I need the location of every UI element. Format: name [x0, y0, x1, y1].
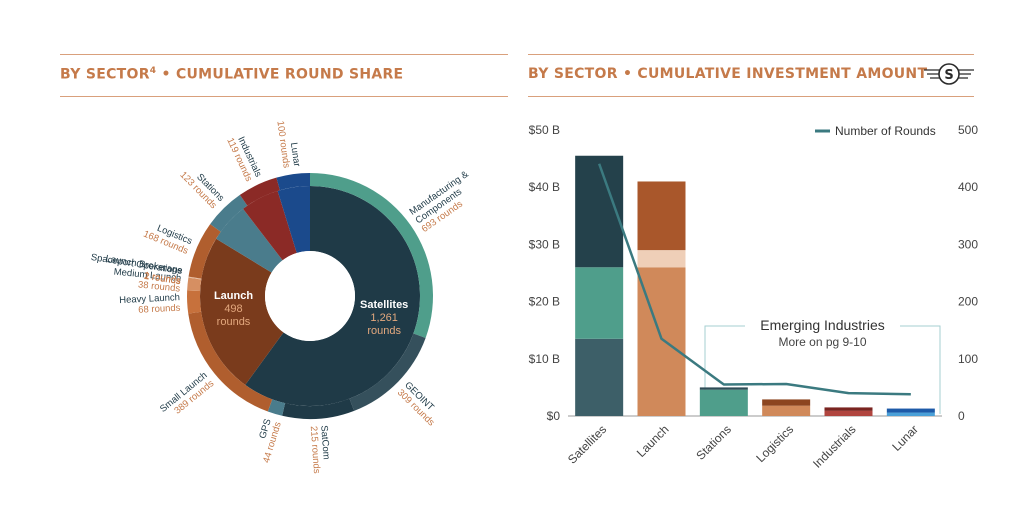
bar-stations-segment-1 — [699, 389, 748, 416]
outer-label-name: GPS — [257, 418, 273, 440]
bar-launch-segment-2 — [637, 250, 686, 268]
x-tick-label-logistics: Logistics — [753, 422, 796, 465]
outer-label-value: 215 rounds — [308, 426, 322, 474]
outer-label-value: 38 rounds — [137, 279, 180, 294]
y-tick-label: $10 B — [529, 352, 560, 366]
left-title-suffix: • CUMULATIVE ROUND SHARE — [156, 66, 404, 83]
outer-slice-satcom — [282, 398, 355, 419]
outer-slice-gps — [267, 399, 286, 416]
outer-slice-spaceport-operations — [188, 276, 202, 280]
left-panel-title: BY SECTOR4 • CUMULATIVE ROUND SHARE — [60, 66, 403, 83]
inner-label-satellites: Satellites 1,261 rounds — [360, 299, 408, 337]
x-tick-label-stations: Stations — [693, 422, 734, 463]
y2-tick-label: 500 — [958, 123, 978, 137]
left-top-rule — [60, 54, 508, 55]
outer-label-value: 68 rounds — [138, 303, 181, 316]
bar-logistics-segment-2 — [762, 399, 811, 406]
inner-label-unit: rounds — [367, 325, 401, 337]
outer-slice-lunar — [276, 173, 310, 191]
annotation-title: Emerging Industries — [760, 317, 885, 333]
y-tick-label: $30 B — [529, 237, 560, 251]
inner-slice-lunar — [277, 186, 310, 253]
legend-label: Number of Rounds — [835, 124, 936, 138]
y2-tick-label: 100 — [958, 352, 978, 366]
bar-industrials-segment-2 — [824, 407, 873, 411]
outer-slice-stations — [210, 194, 248, 232]
right-panel-title: BY SECTOR • CUMULATIVE INVESTMENT AMOUNT — [528, 66, 928, 82]
footnote-marker: 4 — [149, 66, 157, 76]
outer-slice-heavy-launch — [187, 290, 202, 314]
y-tick-label: $0 — [547, 409, 561, 423]
x-tick-label-industrials: Industrials — [810, 422, 859, 471]
bar-industrials-segment-1 — [824, 410, 873, 416]
number-of-rounds-line — [597, 163, 911, 396]
bar-lunar-segment-1 — [886, 412, 935, 416]
outer-slice-geoint — [349, 333, 426, 411]
inner-label-launch: Launch 498 rounds — [214, 290, 253, 328]
inner-slice-satellites — [245, 186, 421, 406]
inner-label-value: 498 — [224, 303, 242, 315]
y2-tick-label: 300 — [958, 237, 978, 251]
inner-label-name: Satellites — [360, 299, 408, 311]
bar-logistics-segment-1 — [762, 405, 811, 416]
right-top-rule — [528, 54, 974, 55]
left-title-prefix: BY SECTOR — [60, 66, 150, 83]
annotation-subtitle: More on pg 9-10 — [778, 335, 866, 349]
donut-hole — [265, 251, 355, 341]
inner-slice-launch — [199, 238, 284, 385]
left-bottom-rule — [60, 96, 508, 97]
y-tick-label: $20 B — [529, 295, 560, 309]
y2-tick-label: 400 — [958, 180, 978, 194]
bar-launch-segment-3 — [637, 181, 686, 251]
outer-slice-medium-launch — [187, 277, 202, 292]
x-tick-label-launch: Launch — [634, 422, 672, 460]
bar-lunar-segment-2 — [886, 408, 935, 413]
inner-slice-stations — [216, 208, 283, 273]
y2-tick-label: 200 — [958, 295, 978, 309]
inner-slice-industrials — [242, 190, 297, 261]
y-tick-label: $50 B — [529, 123, 560, 137]
svg-text:S: S — [944, 68, 953, 83]
emerging-industries-bracket — [704, 325, 941, 414]
y2-tick-label: 0 — [958, 409, 965, 423]
y-tick-label: $40 B — [529, 180, 560, 194]
bar-satellites-segment-2 — [575, 267, 624, 339]
outer-slice-small-launch — [188, 311, 273, 412]
inner-label-unit: rounds — [217, 316, 251, 328]
x-tick-label-satellites: Satellites — [565, 422, 609, 466]
outer-slice-manufacturing-components — [310, 173, 434, 338]
outer-label-name: Lunar — [288, 142, 302, 168]
bar-satellites-segment-1 — [575, 338, 624, 416]
inner-label-value: 1,261 — [370, 312, 398, 324]
x-tick-label-lunar: Lunar — [889, 422, 921, 454]
bar-stations-segment-2 — [699, 387, 748, 390]
outer-label-name: Heavy Launch — [119, 292, 180, 306]
right-bottom-rule — [528, 96, 974, 97]
outer-slice-logistics — [188, 224, 221, 279]
outer-label-name: SatCom — [318, 425, 331, 460]
outer-slice-industrials — [239, 177, 280, 206]
space-capital-s-logo-icon: S — [924, 63, 974, 85]
inner-label-name: Launch — [214, 290, 253, 302]
outer-slice-launch-brokerage — [188, 276, 202, 279]
